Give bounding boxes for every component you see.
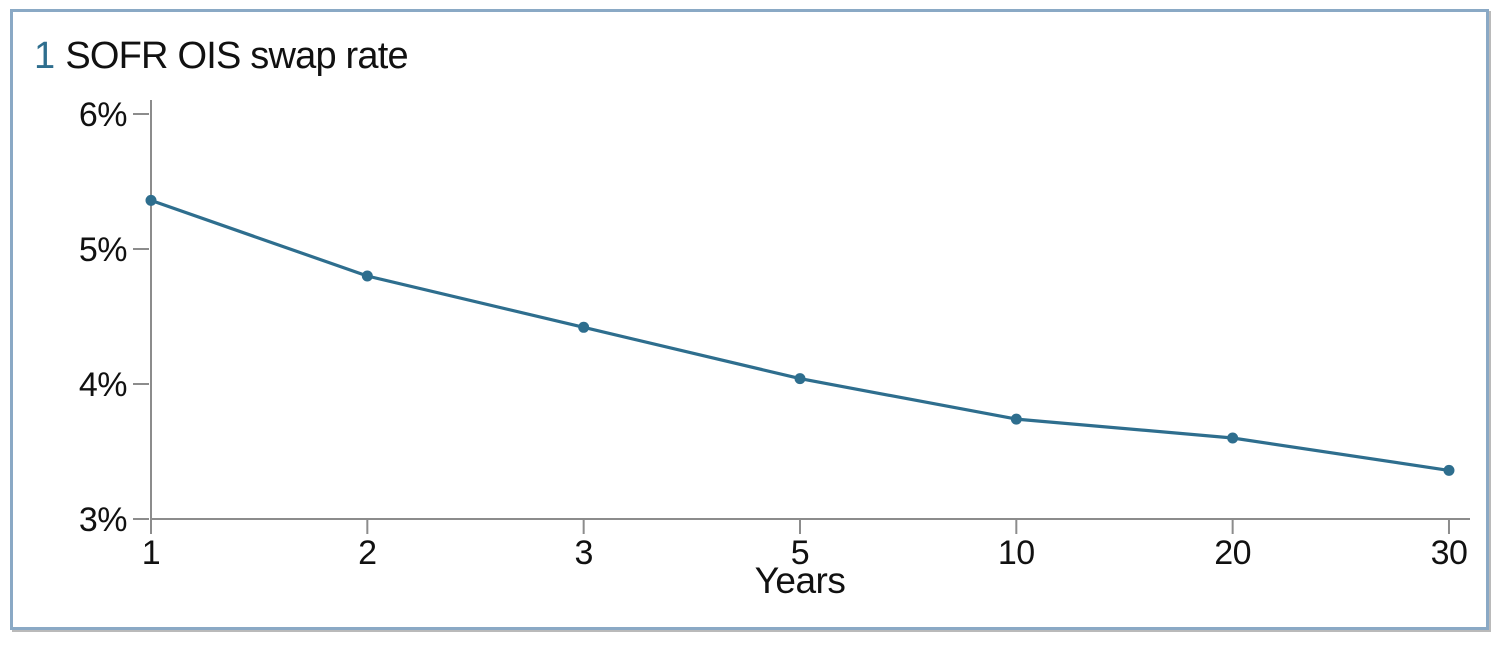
data-point	[1227, 432, 1239, 444]
data-point	[578, 321, 590, 333]
x-tick-label: 3	[574, 534, 592, 572]
x-tick-label: 5	[791, 534, 809, 572]
chart-title: 1 SOFR OIS swap rate	[34, 35, 409, 78]
y-tick-label: 4%	[79, 366, 127, 404]
data-point	[794, 373, 806, 385]
y-tick-label: 6%	[79, 96, 127, 134]
x-tick-label: 1	[142, 534, 160, 572]
chart-title-text: SOFR OIS swap rate	[65, 35, 408, 77]
x-tick-label: 20	[1214, 534, 1251, 572]
data-point	[361, 270, 373, 282]
x-tick-label: 10	[998, 534, 1035, 572]
data-point	[1010, 413, 1022, 425]
data-point	[145, 194, 157, 206]
x-axis-title: Years	[754, 560, 846, 601]
data-line	[149, 198, 1451, 472]
x-tick-label: 2	[358, 534, 376, 572]
figure-frame	[10, 9, 1489, 630]
data-point	[1443, 464, 1455, 476]
y-tick-label: 5%	[79, 231, 127, 269]
chart-number: 1	[34, 35, 55, 77]
x-tick-label: 30	[1431, 534, 1468, 572]
y-tick-label: 3%	[79, 501, 127, 539]
